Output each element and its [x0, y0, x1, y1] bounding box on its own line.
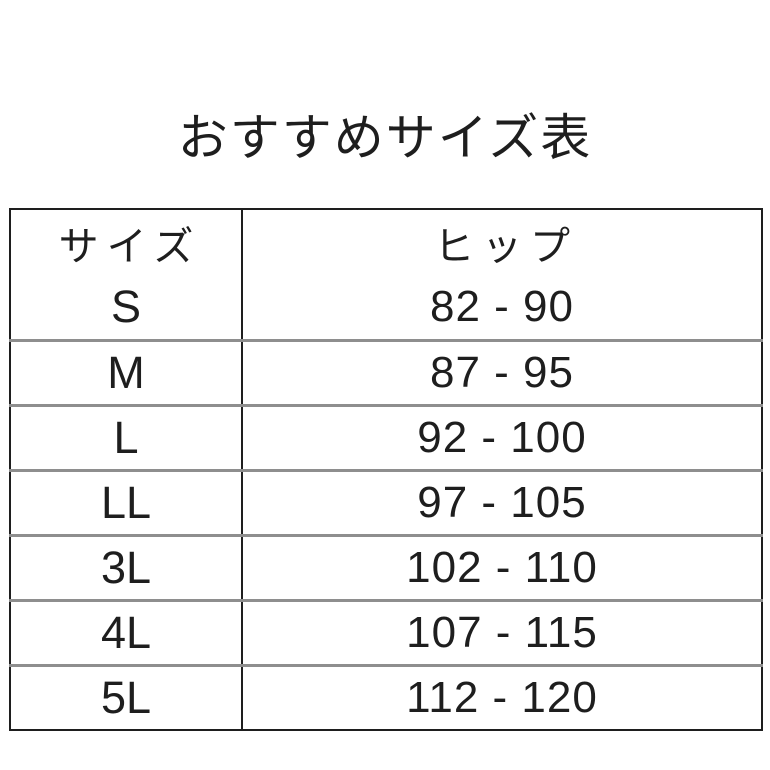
table-row: 4L 107 - 115	[10, 598, 762, 665]
hip-cell: 92 - 100	[242, 403, 762, 470]
table-row: LL 97 - 105	[10, 468, 762, 535]
table-row: 3L 102 - 110	[10, 533, 762, 600]
column-header-size: サイズ	[10, 209, 243, 275]
size-table-body: S 82 - 90 M 87 - 95 L 92 - 100 LL 97 - 1…	[10, 275, 762, 730]
hip-cell: 97 - 105	[242, 468, 762, 535]
size-table: サイズ ヒップ S 82 - 90 M 87 - 95 L 92 - 100 L…	[9, 208, 763, 731]
size-table-header: サイズ ヒップ	[10, 209, 762, 275]
size-cell: L	[10, 403, 243, 470]
table-row: M 87 - 95	[10, 338, 762, 405]
page-title: おすすめサイズ表	[177, 110, 593, 166]
size-cell: 5L	[10, 663, 243, 730]
hip-cell: 102 - 110	[242, 533, 762, 600]
hip-cell: 107 - 115	[242, 598, 762, 665]
table-row: S 82 - 90	[10, 275, 762, 340]
size-cell: 3L	[10, 533, 243, 600]
column-header-hip: ヒップ	[434, 224, 578, 269]
hip-cell: 87 - 95	[242, 338, 762, 405]
size-cell: 4L	[10, 598, 243, 665]
size-cell: S	[10, 275, 243, 340]
size-cell: LL	[10, 468, 243, 535]
header-row: サイズ ヒップ	[10, 209, 762, 275]
table-row: L 92 - 100	[10, 403, 762, 470]
hip-cell: 82 - 90	[430, 281, 574, 331]
hip-cell: 112 - 120	[242, 663, 762, 730]
size-cell: M	[10, 338, 243, 405]
table-row: 5L 112 - 120	[10, 663, 762, 730]
